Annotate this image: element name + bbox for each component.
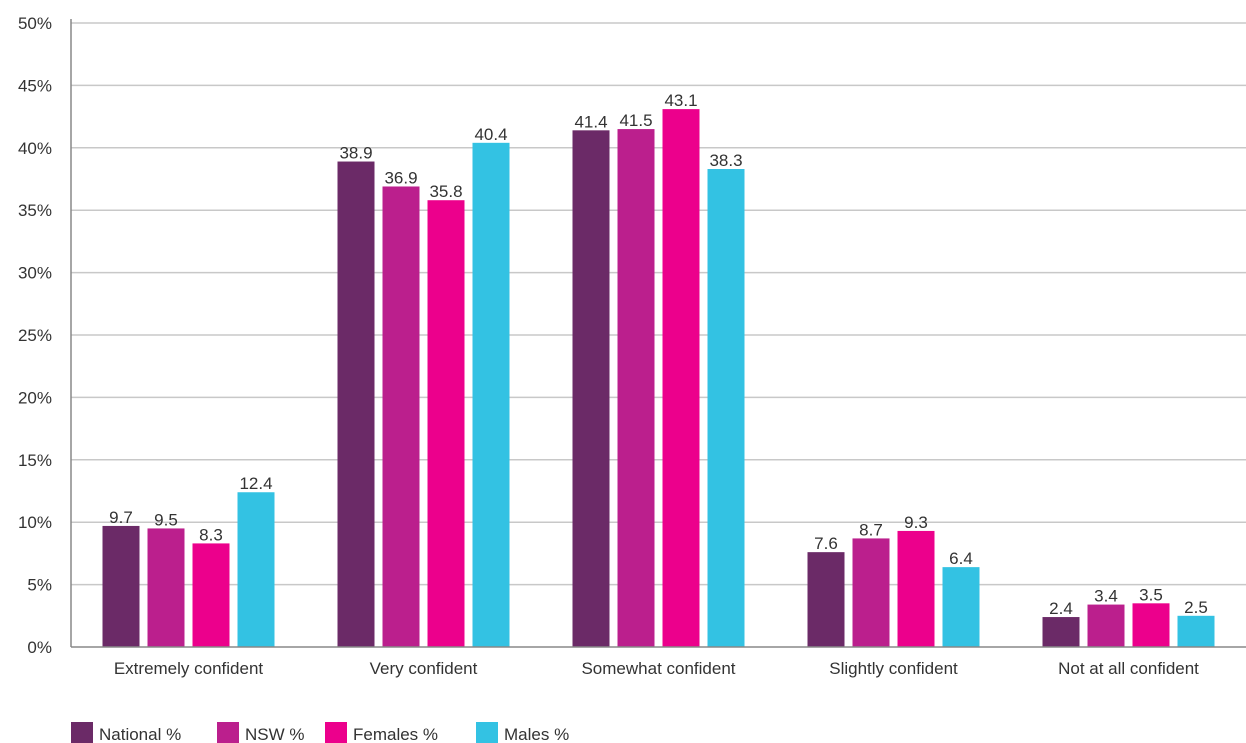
data-label: 40.4 <box>474 125 507 144</box>
data-label: 2.5 <box>1184 598 1208 617</box>
bar-females-0 <box>192 543 230 647</box>
bar-males-0 <box>237 492 275 647</box>
legend: National % NSW % Females % Males % <box>71 722 569 743</box>
data-label: 9.5 <box>154 510 178 529</box>
axes <box>70 19 1246 648</box>
data-label: 6.4 <box>949 549 973 568</box>
x-category-label: Very confident <box>370 659 478 678</box>
y-tick-label: 40% <box>18 139 52 158</box>
x-axis-category-labels: Extremely confident Very confident Somewha… <box>114 659 1199 678</box>
legend-swatch <box>71 722 93 743</box>
y-tick-label: 20% <box>18 388 52 407</box>
data-label: 8.7 <box>859 520 883 539</box>
data-labels: 9.7 9.5 8.3 12.4 38.9 36.9 35.8 40.4 41.4 41.5 43.… <box>109 91 1208 618</box>
y-tick-label: 15% <box>18 451 52 470</box>
data-label: 36.9 <box>384 168 417 187</box>
data-label: 3.5 <box>1139 585 1163 604</box>
bar-males-3 <box>942 567 980 647</box>
data-label: 38.9 <box>339 144 372 163</box>
bar-nsw-2 <box>617 129 655 647</box>
bar-males-2 <box>707 169 745 648</box>
bar-nsw-3 <box>852 538 890 647</box>
bar-males-1 <box>472 142 510 648</box>
legend-label: Females % <box>353 725 438 743</box>
y-tick-label: 35% <box>18 201 52 220</box>
data-label: 38.3 <box>709 151 742 170</box>
y-tick-label: 10% <box>18 513 52 532</box>
bar-females-4 <box>1132 603 1170 647</box>
bar-national-1 <box>337 161 375 647</box>
bar-nsw-0 <box>147 528 185 647</box>
legend-swatch <box>325 722 347 743</box>
bar-females-2 <box>662 109 700 647</box>
data-label: 43.1 <box>664 91 697 110</box>
legend-label: Males % <box>504 725 569 743</box>
y-tick-label: 0% <box>27 638 52 657</box>
y-tick-label: 45% <box>18 76 52 95</box>
y-tick-label: 50% <box>18 14 52 33</box>
y-tick-label: 5% <box>27 576 52 595</box>
data-label: 41.4 <box>574 112 607 131</box>
data-label: 9.3 <box>904 513 928 532</box>
x-category-label: Not at all confident <box>1058 659 1199 678</box>
y-axis-tick-labels: 0% 5% 10% 15% 20% 25% 30% 35% 40% 45% 50% <box>18 14 52 657</box>
legend-label: National % <box>99 725 181 743</box>
data-label: 41.5 <box>619 111 652 130</box>
data-label: 9.7 <box>109 508 133 527</box>
bar-females-1 <box>427 200 465 647</box>
data-label: 2.4 <box>1049 599 1073 618</box>
legend-swatch <box>476 722 498 743</box>
data-label: 35.8 <box>429 182 462 201</box>
data-label: 12.4 <box>239 474 272 493</box>
bar-females-3 <box>897 530 935 647</box>
legend-swatch <box>217 722 239 743</box>
data-label: 8.3 <box>199 525 223 544</box>
data-label: 7.6 <box>814 534 838 553</box>
x-category-label: Slightly confident <box>829 659 958 678</box>
bar-national-2 <box>572 130 610 647</box>
bar-nsw-1 <box>382 186 420 647</box>
y-tick-label: 25% <box>18 326 52 345</box>
y-tick-label: 30% <box>18 264 52 283</box>
x-category-label: Extremely confident <box>114 659 264 678</box>
data-label: 3.4 <box>1094 587 1118 606</box>
bar-nsw-4 <box>1087 604 1125 647</box>
bar-national-3 <box>807 552 845 647</box>
bar-males-4 <box>1177 615 1215 647</box>
bar-national-4 <box>1042 617 1080 647</box>
x-category-label: Somewhat confident <box>581 659 735 678</box>
legend-label: NSW % <box>245 725 305 743</box>
bar-national-0 <box>102 525 140 647</box>
bars <box>102 109 1215 648</box>
